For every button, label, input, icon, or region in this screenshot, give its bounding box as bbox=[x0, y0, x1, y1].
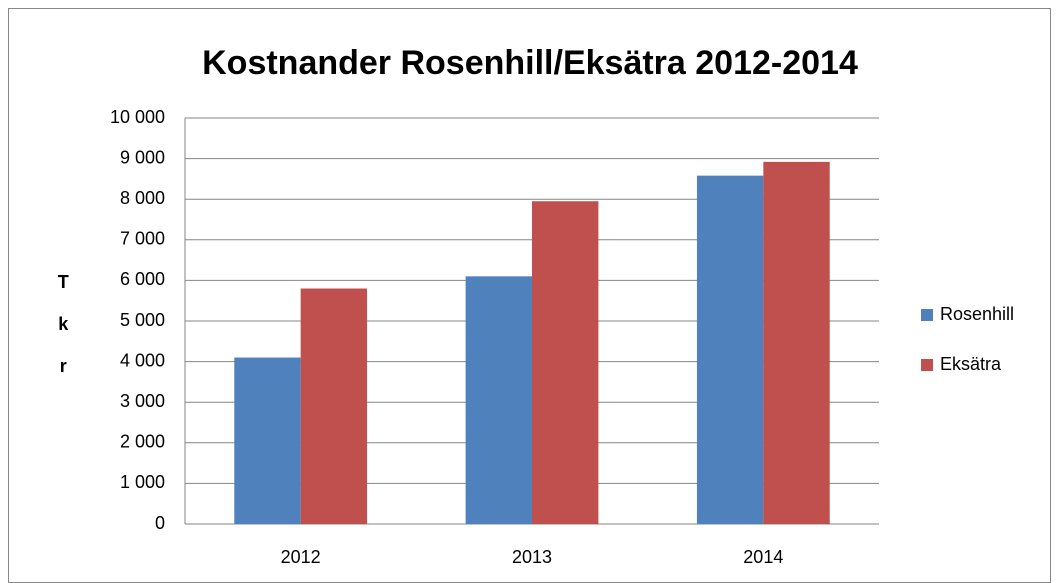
x-tick-label: 2012 bbox=[281, 547, 321, 567]
bar bbox=[696, 175, 764, 525]
x-tick-label: 2013 bbox=[512, 547, 552, 567]
y-tick-label: 1 000 bbox=[120, 472, 165, 492]
y-tick-label: 4 000 bbox=[120, 350, 165, 370]
bar bbox=[300, 288, 368, 524]
bar bbox=[465, 276, 532, 524]
y-tick-label: 2 000 bbox=[120, 432, 165, 452]
y-tick-label: 6 000 bbox=[120, 269, 165, 289]
y-tick-label: 0 bbox=[155, 513, 165, 533]
y-tick-label: 8 000 bbox=[120, 188, 165, 208]
y-tick-label: 5 000 bbox=[120, 310, 165, 330]
y-tick-label: 7 000 bbox=[120, 229, 165, 249]
chart-title: Kostnander Rosenhill/Eksätra 2012-2014 bbox=[202, 44, 858, 82]
legend-label: Eksätra bbox=[940, 354, 1002, 374]
bar bbox=[234, 357, 301, 524]
y-tick-label: 10 000 bbox=[110, 107, 165, 127]
bar bbox=[763, 161, 830, 524]
bar bbox=[532, 201, 599, 525]
y-tick-label: 9 000 bbox=[120, 147, 165, 167]
legend-swatch bbox=[921, 359, 933, 371]
y-tick-label: 3 000 bbox=[120, 391, 165, 411]
y-axis-label: Tkr bbox=[53, 272, 73, 398]
x-tick-label: 2014 bbox=[743, 547, 783, 567]
legend-label: Rosenhill bbox=[940, 304, 1014, 324]
legend-swatch bbox=[921, 309, 933, 321]
